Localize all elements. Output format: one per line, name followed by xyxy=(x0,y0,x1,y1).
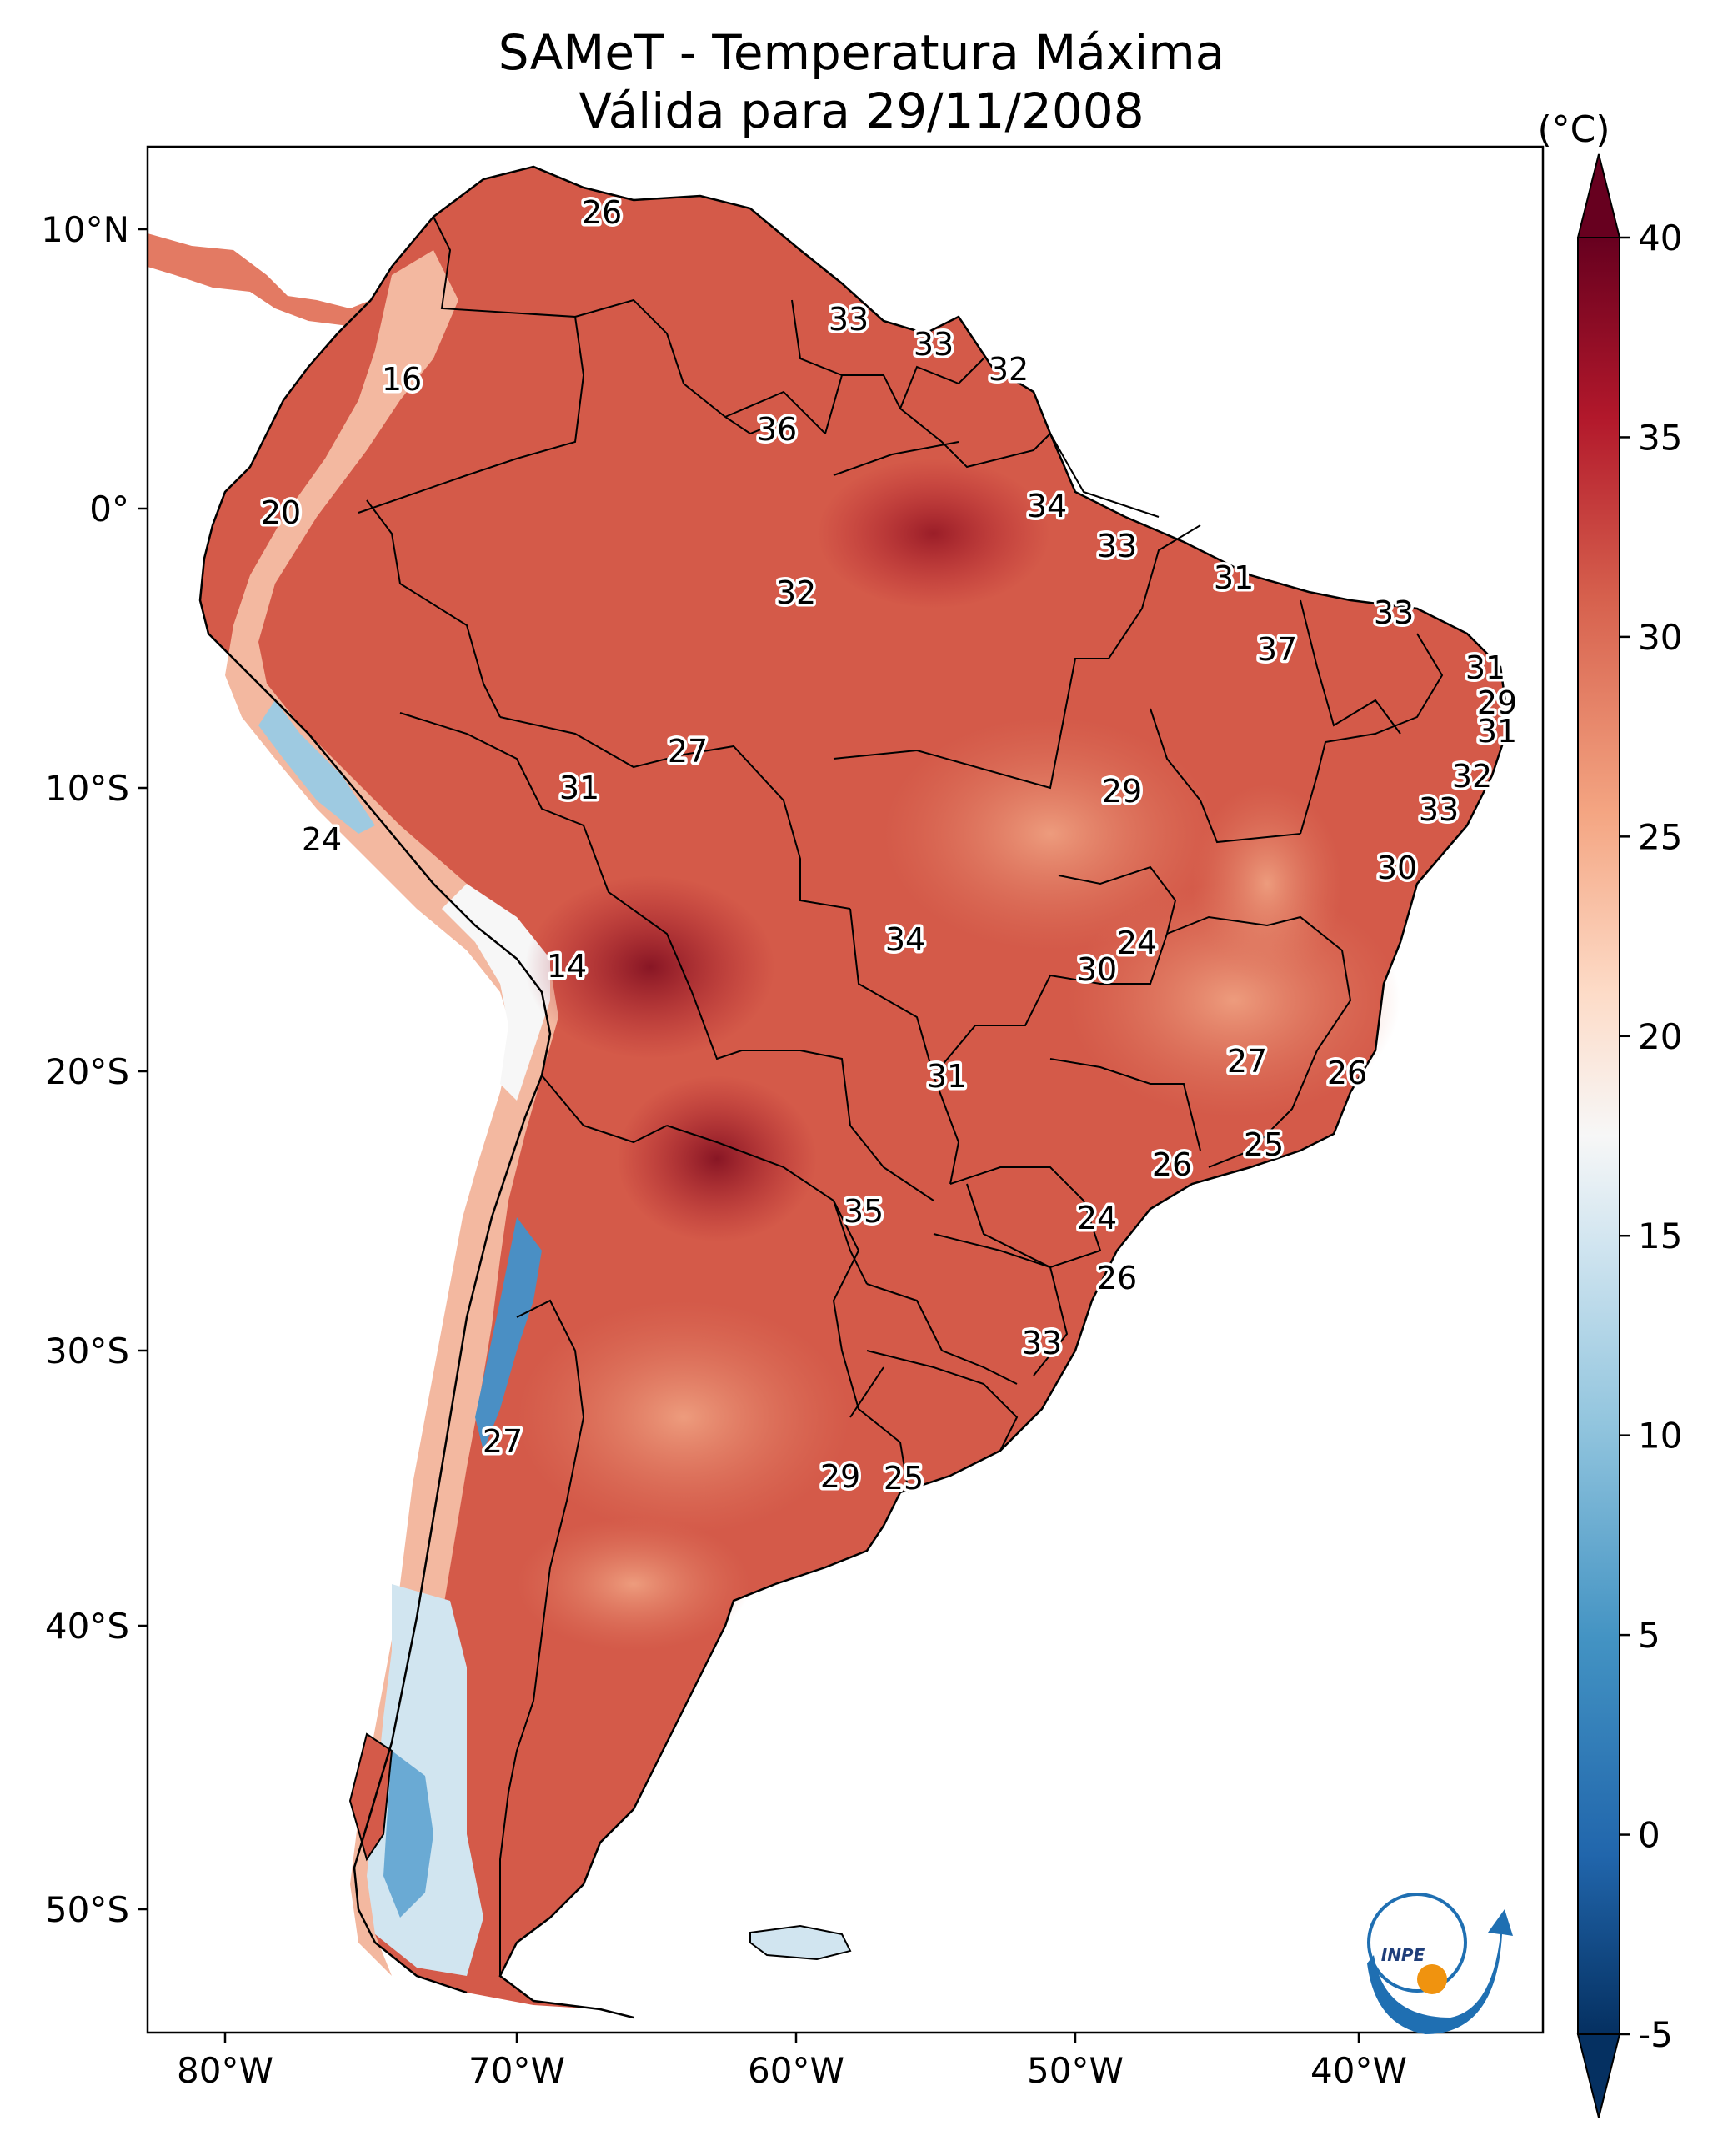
temp-label: 26 xyxy=(1097,1260,1137,1296)
swoosh-icon xyxy=(1367,1909,1513,2034)
chiloe-region xyxy=(348,1732,393,1862)
map-title: SAMeT - Temperatura Máxima Válida para 2… xyxy=(0,23,1723,140)
patagonia-blue xyxy=(383,1751,433,1918)
temp-label: 26 xyxy=(1152,1146,1192,1183)
lat-tick-30s: 30°S xyxy=(45,1331,129,1371)
temp-label: 20 xyxy=(261,494,301,531)
temp-label: 14 xyxy=(547,948,587,985)
lon-tick-60w: 60°W xyxy=(748,2050,844,2091)
colorbar-bottom-extend xyxy=(1576,2033,1621,2118)
title-line-2: Válida para 29/11/2008 xyxy=(579,83,1144,139)
temp-label: 31 xyxy=(927,1058,967,1095)
lat-tick-10n: 10°N xyxy=(41,209,129,250)
temp-label: 24 xyxy=(1117,925,1157,961)
temp-label: 33 xyxy=(1419,791,1459,828)
temp-label: 34 xyxy=(1027,488,1067,524)
temp-label: 32 xyxy=(989,351,1029,388)
falklands xyxy=(749,1924,852,1961)
temp-label: 35 xyxy=(844,1193,884,1230)
coastline xyxy=(198,165,1510,2019)
colorbar-top-extend xyxy=(1576,153,1621,238)
colorbar-tick-label: 5 xyxy=(1638,1615,1660,1656)
temp-label: 16 xyxy=(382,361,422,398)
temperature-labels: 26 16 33 33 32 36 20 34 33 32 31 33 37 3… xyxy=(258,192,1520,1500)
temp-label: 25 xyxy=(884,1460,924,1497)
colorbar-tick-label: 30 xyxy=(1638,617,1682,658)
south-america-land xyxy=(200,167,1509,2018)
temp-label: 34 xyxy=(885,921,925,958)
temp-label: 27 xyxy=(668,733,708,770)
temp-label: 31 xyxy=(1465,649,1505,686)
sun-icon xyxy=(1417,1964,1447,1994)
lon-tick-70w: 70°W xyxy=(468,2050,565,2091)
colorbar: (°C) 40 35 30 25 20 15 10 5 0 -5 xyxy=(1537,108,1682,2118)
colorbar-tick-label: 15 xyxy=(1638,1216,1682,1256)
andes-white-central xyxy=(442,884,550,1101)
temp-label: 29 xyxy=(820,1458,860,1495)
temp-label: 37 xyxy=(1257,631,1297,668)
temp-label: 27 xyxy=(1227,1043,1267,1080)
colorbar-unit: (°C) xyxy=(1537,108,1610,151)
lon-tick-80w: 80°W xyxy=(177,2050,273,2091)
plot-border xyxy=(146,145,1545,2034)
temp-label: 32 xyxy=(1452,758,1492,795)
temp-label: 32 xyxy=(776,574,816,611)
colorbar-tick-label: 20 xyxy=(1638,1016,1682,1057)
temp-label: 29 xyxy=(1477,684,1517,721)
temp-label: 33 xyxy=(914,326,954,363)
temp-label: 30 xyxy=(1077,951,1117,988)
central-america-land xyxy=(148,233,392,329)
temp-label: 33 xyxy=(829,301,869,338)
temp-label: 31 xyxy=(559,770,599,806)
colorbar-tick-label: 25 xyxy=(1638,816,1682,857)
colorbar-tick-label: -5 xyxy=(1638,2014,1673,2055)
colorbar-tick-label: 0 xyxy=(1638,1815,1660,1856)
temp-label: 24 xyxy=(1077,1200,1117,1236)
colorbar-gradient xyxy=(1578,238,1620,2034)
andes-blue-central xyxy=(475,1217,542,1451)
continent-layer xyxy=(148,165,1510,2019)
inpe-logo: INPE xyxy=(1367,1893,1513,2034)
country-borders xyxy=(358,216,1444,1976)
lon-tick-50w: 50°W xyxy=(1027,2050,1124,2091)
temp-label: 30 xyxy=(1377,850,1417,886)
temp-label: 26 xyxy=(1327,1055,1367,1091)
lat-tick-40s: 40°S xyxy=(45,1606,129,1647)
colorbar-tick-label: 35 xyxy=(1638,417,1682,458)
lat-tick-10s: 10°S xyxy=(45,768,129,809)
temp-label: 29 xyxy=(1102,773,1142,810)
temp-label: 26 xyxy=(582,194,622,231)
colorbar-tick-label: 10 xyxy=(1638,1416,1682,1457)
temp-label: 24 xyxy=(302,821,342,858)
temp-label: 27 xyxy=(483,1423,523,1460)
lon-tick-40w: 40°W xyxy=(1310,2050,1407,2091)
temp-label: 31 xyxy=(1214,559,1254,596)
logo-text: INPE xyxy=(1381,1945,1425,1965)
temp-label: 33 xyxy=(1097,528,1137,564)
temp-label: 36 xyxy=(757,411,797,448)
temp-label: 33 xyxy=(1022,1325,1062,1361)
lat-tick-0: 0° xyxy=(89,489,129,529)
temp-label: 25 xyxy=(1244,1126,1284,1163)
latitude-axis: 10°N 0° 10°S 20°S 30°S 40°S 50°S xyxy=(41,209,148,1930)
temp-label: 33 xyxy=(1374,594,1414,631)
colorbar-tick-label: 40 xyxy=(1638,218,1682,258)
logo-ring xyxy=(1367,1893,1467,1993)
title-line-1: SAMeT - Temperatura Máxima xyxy=(498,24,1225,81)
temp-label: 31 xyxy=(1477,713,1517,750)
lat-tick-20s: 20°S xyxy=(45,1051,129,1092)
longitude-axis: 80°W 70°W 60°W 50°W 40°W xyxy=(177,2033,1407,2091)
andes-blue-north xyxy=(258,700,375,834)
lat-tick-50s: 50°S xyxy=(45,1889,129,1930)
